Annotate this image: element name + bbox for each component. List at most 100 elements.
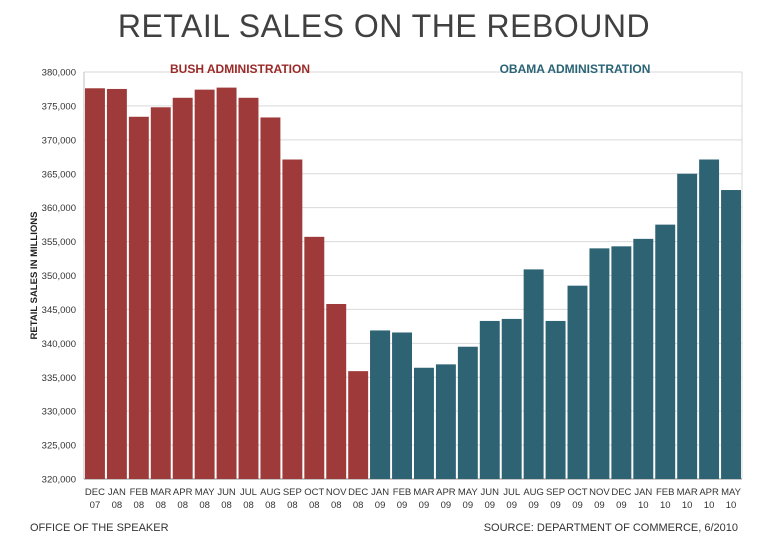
x-tick-label-year: 10 xyxy=(660,500,671,511)
bar-obama xyxy=(633,238,654,479)
bar-obama xyxy=(699,159,720,479)
x-tick-label-month: FEB xyxy=(130,487,148,498)
x-tick-label-year: 09 xyxy=(419,500,430,511)
bar-obama xyxy=(655,224,676,479)
bar-bush xyxy=(260,117,281,479)
bar-obama xyxy=(611,246,632,479)
bar-bush xyxy=(128,116,149,480)
bar-obama xyxy=(589,248,610,479)
x-tick-label-year: 10 xyxy=(726,500,737,511)
bar-obama xyxy=(392,332,412,479)
x-tick-label-year: 08 xyxy=(287,500,298,511)
y-tick-label: 370,000 xyxy=(42,135,76,146)
x-tick-label-year: 10 xyxy=(638,500,649,511)
bar-bush xyxy=(282,159,303,479)
x-tick-label-month: DEC xyxy=(611,487,631,498)
x-tick-label-year: 08 xyxy=(177,500,188,511)
y-tick-label: 355,000 xyxy=(42,237,76,248)
x-tick-label-month: FEB xyxy=(656,487,674,498)
x-tick-label-year: 08 xyxy=(221,500,232,511)
x-tick-label-year: 09 xyxy=(463,500,474,511)
x-tick-label-month: APR xyxy=(173,487,193,498)
x-tick-label-year: 09 xyxy=(550,500,561,511)
x-tick-label-year: 09 xyxy=(441,500,452,511)
x-tick-label-year: 08 xyxy=(243,500,254,511)
x-tick-label-month: MAR xyxy=(677,487,698,498)
x-tick-label-month: MAR xyxy=(150,487,171,498)
bar-obama xyxy=(370,330,391,479)
x-tick-label-month: APR xyxy=(436,487,456,498)
x-tick-label-year: 10 xyxy=(704,500,715,511)
x-tick-label-year: 09 xyxy=(594,500,605,511)
bar-obama xyxy=(523,269,544,479)
bar-bush xyxy=(304,236,325,479)
x-tick-label-month: DEC xyxy=(348,487,368,498)
bar-bush xyxy=(216,87,237,479)
x-tick-label-year: 09 xyxy=(375,500,386,511)
y-tick-label: 345,000 xyxy=(42,305,76,316)
x-tick-label-month: NOV xyxy=(326,487,347,498)
bar-bush xyxy=(326,303,347,479)
x-tick-label-month: APR xyxy=(699,487,719,498)
chart-title: RETAIL SALES ON THE REBOUND xyxy=(117,8,651,44)
x-tick-label-year: 09 xyxy=(506,500,517,511)
y-tick-label: 375,000 xyxy=(42,101,76,112)
x-tick-label-year: 09 xyxy=(484,500,495,511)
x-tick-label-year: 08 xyxy=(155,500,166,511)
x-tick-label-month: MAR xyxy=(413,487,434,498)
x-tick-label-year: 09 xyxy=(616,500,627,511)
x-tick-label-year: 07 xyxy=(90,500,101,511)
bar-obama xyxy=(567,285,588,479)
bar-obama xyxy=(435,364,456,479)
x-tick-label-month: MAY xyxy=(195,487,216,498)
x-tick-label-year: 08 xyxy=(134,500,145,511)
y-tick-label: 360,000 xyxy=(42,203,76,214)
bar-bush xyxy=(106,88,127,479)
bar-obama xyxy=(479,320,500,479)
x-tick-label-year: 08 xyxy=(112,500,123,511)
bar-obama xyxy=(457,346,478,479)
footer-source-citation: SOURCE: DEPARTMENT OF COMMERCE, 6/2010 xyxy=(483,522,738,534)
x-tick-label-year: 08 xyxy=(309,500,320,511)
x-tick-label-year: 10 xyxy=(682,500,693,511)
x-tick-label-year: 09 xyxy=(397,500,408,511)
y-tick-label: 320,000 xyxy=(42,475,76,486)
bar-bush xyxy=(238,97,259,479)
x-tick-label-year: 08 xyxy=(331,500,342,511)
y-tick-label: 325,000 xyxy=(42,441,76,452)
x-tick-label-month: AUG xyxy=(260,487,281,498)
x-tick-label-month: JUN xyxy=(217,487,236,498)
x-tick-label-year: 08 xyxy=(265,500,276,511)
bar-obama xyxy=(414,367,434,479)
bar-bush xyxy=(85,88,105,479)
x-tick-label-month: JAN xyxy=(108,487,126,498)
x-tick-label-month: FEB xyxy=(393,487,411,498)
x-tick-label-month: AUG xyxy=(523,487,544,498)
x-tick-label-month: JAN xyxy=(371,487,389,498)
bar-obama xyxy=(501,318,522,479)
x-tick-label-year: 08 xyxy=(353,500,364,511)
y-tick-label: 335,000 xyxy=(42,373,76,384)
x-tick-label-year: 09 xyxy=(572,500,583,511)
y-tick-label: 380,000 xyxy=(42,68,76,79)
series-label-bush: BUSH ADMINISTRATION xyxy=(170,62,310,76)
x-tick-label-month: OCT xyxy=(567,487,587,498)
x-tick-label-month: DEC xyxy=(85,487,105,498)
x-tick-label-month: MAY xyxy=(721,487,742,498)
bar-bush xyxy=(150,107,171,480)
y-tick-label: 365,000 xyxy=(42,169,76,180)
x-tick-label-month: JUL xyxy=(240,487,257,498)
x-tick-label-month: SEP xyxy=(283,487,302,498)
y-tick-label: 350,000 xyxy=(42,271,76,282)
x-tick-label-year: 09 xyxy=(528,500,539,511)
bar-bush xyxy=(348,371,369,479)
y-tick-label: 340,000 xyxy=(42,339,76,350)
x-tick-label-month: MAY xyxy=(458,487,479,498)
series-label-obama: OBAMA ADMINISTRATION xyxy=(500,62,651,76)
footer-source-office: OFFICE OF THE SPEAKER xyxy=(30,522,169,534)
x-tick-label-month: SEP xyxy=(546,487,565,498)
bar-bush xyxy=(194,89,215,480)
x-tick-label-month: JAN xyxy=(634,487,652,498)
x-tick-label-month: JUN xyxy=(481,487,500,498)
